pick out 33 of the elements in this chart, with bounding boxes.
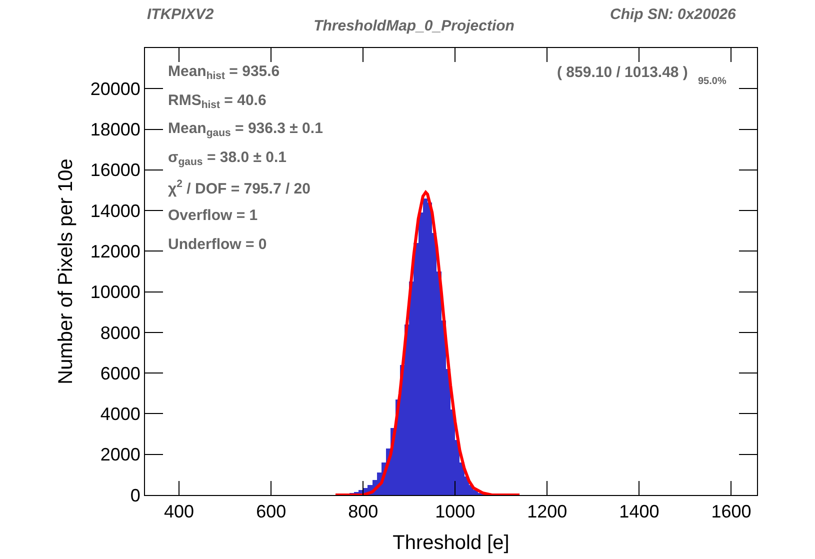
chart-title: ThresholdMap_0_Projection — [314, 17, 514, 34]
text: Chip SN: 0x20026 — [610, 6, 737, 23]
text: ITKPIXV2 — [147, 6, 214, 23]
y-tick-label: 20000 — [90, 78, 140, 99]
x-tick-label: 1200 — [527, 502, 568, 522]
y-tick-label: 2000 — [100, 444, 140, 465]
y-tick-label: 12000 — [90, 241, 140, 262]
x-tick-label: 1600 — [711, 502, 752, 522]
y-tick-label: 10000 — [90, 282, 140, 302]
y-tick-label: 14000 — [90, 200, 140, 221]
annotation: Overflow = 1 — [168, 207, 258, 224]
annotation: σ$_{gaus}$ = 38.0 ± 0.1 — [168, 149, 286, 168]
x-tick-label: 600 — [256, 502, 286, 522]
y-tick-label: 16000 — [90, 160, 140, 180]
annotation: Mean$_{gaus}$ = 936.3 ± 0.1 — [168, 120, 323, 140]
annotation: 95.0% — [698, 76, 726, 87]
annotation: Underflow = 0 — [168, 236, 267, 253]
annotation: ( 859.10 / 1013.48 ) — [557, 64, 688, 81]
x-axis-title: Threshold [e] — [392, 532, 510, 554]
x-tick-label: 1400 — [619, 502, 660, 522]
x-tick-label: 1000 — [435, 502, 476, 522]
x-tick-label: 800 — [348, 502, 378, 522]
y-tick-label: 6000 — [100, 363, 140, 384]
annotation: Mean$_{hist}$ = 935.6 — [168, 63, 280, 82]
annotation: χ$^{2}$ / DOF = 795.7 / 20 — [168, 178, 310, 198]
annotation: RMS$_{hist}$ = 40.6 — [168, 92, 266, 112]
y-tick-label: 0 — [130, 485, 140, 506]
x-tick-label: 400 — [164, 502, 194, 522]
y-tick-label: 8000 — [100, 322, 140, 343]
y-axis-title: Number of Pixels per 10e — [54, 158, 77, 384]
line-series — [334, 190, 522, 495]
y-tick-label: 18000 — [90, 120, 140, 140]
y-tick-label: 4000 — [100, 404, 140, 424]
